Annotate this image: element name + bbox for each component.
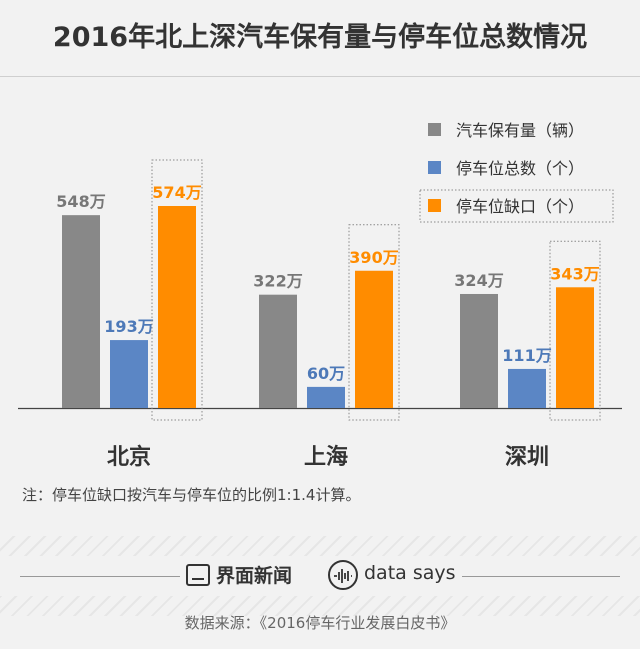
data-label: 574万 bbox=[152, 183, 201, 202]
gap-highlight-box bbox=[151, 159, 203, 421]
data-label: 324万 bbox=[454, 271, 503, 290]
bar-1-3 bbox=[460, 293, 498, 408]
legend-label: 停车位总数（个） bbox=[456, 159, 584, 178]
title-divider bbox=[0, 76, 640, 77]
brand-divider-left bbox=[20, 576, 180, 577]
bar-1-1 bbox=[62, 215, 100, 408]
gap-highlight-box bbox=[348, 224, 400, 421]
data-label: 111万 bbox=[502, 346, 551, 365]
data-label: 322万 bbox=[253, 272, 302, 291]
bar-2-3 bbox=[508, 368, 546, 408]
bar-3-1 bbox=[158, 206, 196, 408]
data-source: 数据来源：《2016停车行业发展白皮书》 bbox=[184, 614, 456, 632]
data-says-logo-icon bbox=[328, 560, 358, 590]
legend-label: 汽车保有量（辆） bbox=[456, 121, 584, 140]
category-label: 深圳 bbox=[505, 445, 549, 470]
data-label: 548万 bbox=[56, 192, 105, 211]
bar-2-2 bbox=[307, 386, 345, 408]
legend-swatch bbox=[428, 199, 441, 212]
category-label: 上海 bbox=[304, 444, 348, 470]
legend-swatch bbox=[428, 123, 441, 136]
sub-brand-name: data says bbox=[364, 562, 456, 584]
legend-swatch bbox=[428, 161, 441, 174]
data-label: 390万 bbox=[349, 248, 398, 267]
legend-highlight-box bbox=[419, 189, 614, 223]
bar-1-2 bbox=[259, 294, 297, 408]
data-label: 60万 bbox=[307, 364, 345, 383]
jiemian-logo-icon bbox=[186, 564, 210, 586]
legend-label: 停车位缺口（个） bbox=[456, 197, 584, 216]
brand-divider-right bbox=[462, 576, 620, 577]
bar-3-2 bbox=[355, 270, 393, 408]
chart-note: 注：停车位缺口按汽车与停车位的比例1:1.4计算。 bbox=[22, 486, 361, 504]
bar-2-1 bbox=[110, 340, 148, 408]
brand-name: 界面新闻 bbox=[216, 565, 293, 587]
data-label: 193万 bbox=[104, 317, 153, 336]
chart-title: 2016年北上深汽车保有量与停车位总数情况 bbox=[52, 22, 588, 53]
gap-highlight-box bbox=[549, 240, 601, 421]
bar-3-3 bbox=[556, 287, 594, 408]
data-label: 343万 bbox=[550, 264, 599, 283]
category-label: 北京 bbox=[107, 444, 151, 470]
